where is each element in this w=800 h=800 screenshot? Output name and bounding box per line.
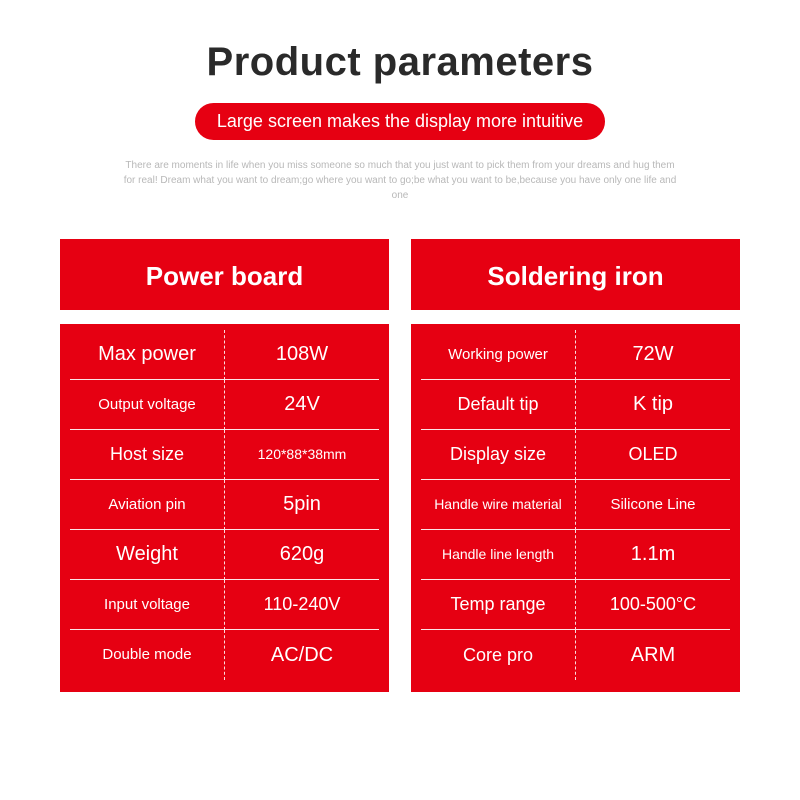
table-body: Max power 108W Output voltage 24V Host s… [60, 324, 389, 692]
spec-value: 620g [225, 530, 379, 580]
spec-value: 24V [225, 380, 379, 430]
table-header: Power board [60, 239, 389, 310]
tables-wrapper: Power board Max power 108W Output voltag… [60, 239, 740, 692]
table-gap [60, 310, 389, 324]
table-row: Temp range 100-500°C [421, 580, 730, 630]
spec-label: Handle line length [421, 530, 576, 580]
spec-label: Working power [421, 330, 576, 380]
spec-label: Temp range [421, 580, 576, 630]
spec-label: Aviation pin [70, 480, 225, 530]
table-row: Weight 620g [70, 530, 379, 580]
spec-label: Default tip [421, 380, 576, 430]
soldering-iron-table: Soldering iron Working power 72W Default… [411, 239, 740, 692]
spec-value: OLED [576, 430, 730, 480]
table-header: Soldering iron [411, 239, 740, 310]
spec-value: AC/DC [225, 630, 379, 680]
spec-value: ARM [576, 630, 730, 680]
spec-value: Silicone Line [576, 480, 730, 530]
page-subtitle-pill: Large screen makes the display more intu… [195, 103, 605, 140]
spec-label: Input voltage [70, 580, 225, 630]
spec-value: 120*88*38mm [225, 430, 379, 480]
spec-label: Handle wire material [421, 480, 576, 530]
spec-label: Display size [421, 430, 576, 480]
table-row: Working power 72W [421, 330, 730, 380]
spec-value: 108W [225, 330, 379, 380]
page-container: Product parameters Large screen makes th… [0, 0, 800, 692]
spec-label: Double mode [70, 630, 225, 680]
table-row: Input voltage 110-240V [70, 580, 379, 630]
table-row: Display size OLED [421, 430, 730, 480]
spec-value: 100-500°C [576, 580, 730, 630]
spec-label: Output voltage [70, 380, 225, 430]
page-title: Product parameters [207, 40, 594, 85]
spec-value: 5pin [225, 480, 379, 530]
power-board-table: Power board Max power 108W Output voltag… [60, 239, 389, 692]
spec-label: Host size [70, 430, 225, 480]
table-row: Handle wire material Silicone Line [421, 480, 730, 530]
page-description: There are moments in life when you miss … [120, 158, 680, 203]
spec-label: Max power [70, 330, 225, 380]
table-row: Core pro ARM [421, 630, 730, 680]
table-row: Aviation pin 5pin [70, 480, 379, 530]
spec-label: Core pro [421, 630, 576, 680]
table-row: Output voltage 24V [70, 380, 379, 430]
table-row: Default tip K tip [421, 380, 730, 430]
spec-value: K tip [576, 380, 730, 430]
table-row: Handle line length 1.1m [421, 530, 730, 580]
spec-label: Weight [70, 530, 225, 580]
table-row: Host size 120*88*38mm [70, 430, 379, 480]
table-row: Max power 108W [70, 330, 379, 380]
spec-value: 110-240V [225, 580, 379, 630]
table-gap [411, 310, 740, 324]
table-body: Working power 72W Default tip K tip Disp… [411, 324, 740, 692]
spec-value: 1.1m [576, 530, 730, 580]
table-row: Double mode AC/DC [70, 630, 379, 680]
spec-value: 72W [576, 330, 730, 380]
